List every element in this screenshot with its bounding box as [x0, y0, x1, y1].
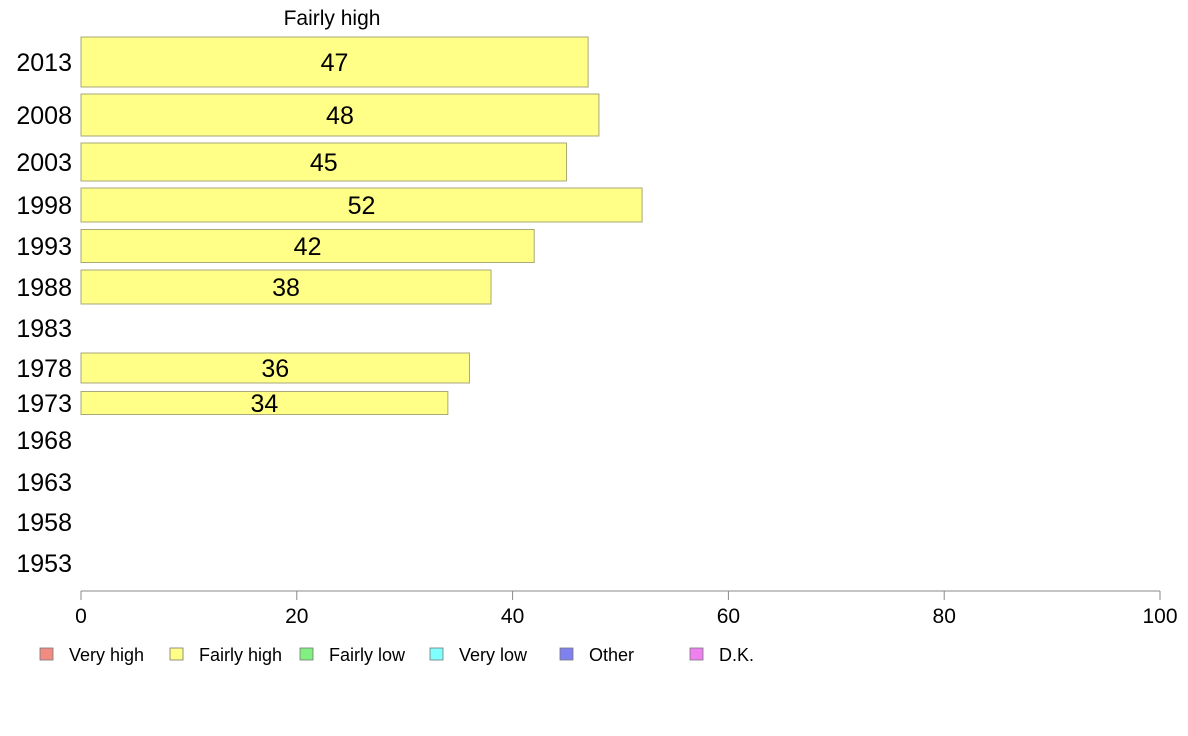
x-tick-label-20: 20 — [285, 605, 308, 628]
bar-value-label-1993: 42 — [294, 233, 322, 261]
year-label-1983: 1983 — [16, 315, 72, 343]
year-label-1993: 1993 — [16, 233, 72, 261]
bar-2013 — [80, 36, 589, 88]
year-label-1963: 1963 — [16, 469, 72, 497]
year-label-1973: 1973 — [16, 390, 72, 418]
x-tick-label-0: 0 — [75, 605, 87, 628]
legend-swatch-other — [559, 647, 574, 661]
legend-label-other: Other — [589, 645, 634, 665]
year-label-1978: 1978 — [16, 355, 72, 383]
legend-swatch-very-high — [39, 647, 54, 661]
year-label-1968: 1968 — [16, 427, 72, 455]
bar-value-label-1978: 36 — [261, 355, 289, 383]
x-axis: 0 20 40 60 80 100 — [75, 590, 1178, 628]
bar-1978 — [80, 352, 470, 384]
bar-2003 — [80, 142, 568, 182]
bars-group: 47 48 45 52 42 38 36 34 — [80, 36, 643, 418]
x-tick-label-100: 100 — [1142, 605, 1177, 628]
bar-value-label-2003: 45 — [310, 149, 338, 177]
year-label-2013: 2013 — [16, 49, 72, 77]
legend-label-fairly-low: Fairly low — [329, 645, 406, 665]
bar-2008 — [80, 93, 600, 137]
year-label-1953: 1953 — [16, 550, 72, 578]
legend-label-very-high: Very high — [69, 645, 144, 665]
bar-1993 — [80, 229, 535, 263]
legend-swatch-fairly-high — [169, 647, 184, 661]
year-label-1958: 1958 — [16, 509, 72, 537]
x-tick-label-40: 40 — [501, 605, 524, 628]
legend-label-d-k: D.K. — [719, 645, 754, 665]
bar-value-label-2008: 48 — [326, 102, 354, 130]
bar-value-label-1998: 52 — [348, 192, 376, 220]
year-label-2008: 2008 — [16, 102, 72, 130]
bar-value-label-1973: 34 — [251, 390, 279, 418]
bar-value-label-1988: 38 — [272, 274, 300, 302]
legend-label-fairly-high: Fairly high — [199, 645, 282, 665]
legend-swatch-d-k — [689, 647, 704, 661]
bar-1998 — [80, 187, 643, 223]
bar-value-label-2013: 47 — [321, 49, 349, 77]
year-label-1988: 1988 — [16, 274, 72, 302]
legend-swatch-fairly-low — [299, 647, 314, 661]
x-tick-label-60: 60 — [717, 605, 740, 628]
legend-label-very-low: Very low — [459, 645, 528, 665]
x-tick-label-80: 80 — [933, 605, 956, 628]
year-label-2003: 2003 — [16, 149, 72, 177]
bar-1973 — [80, 391, 449, 415]
legend-swatch-very-low — [429, 647, 444, 661]
year-labels-group: 2013 2008 2003 1998 1993 1988 1983 1978 1973 1968… — [16, 49, 72, 578]
year-label-1998: 1998 — [16, 192, 72, 220]
chart-title: Fairly high — [284, 7, 381, 30]
bar-1988 — [80, 269, 492, 305]
legend: Very high Fairly high Fairly low Very low Ot… — [39, 645, 754, 665]
